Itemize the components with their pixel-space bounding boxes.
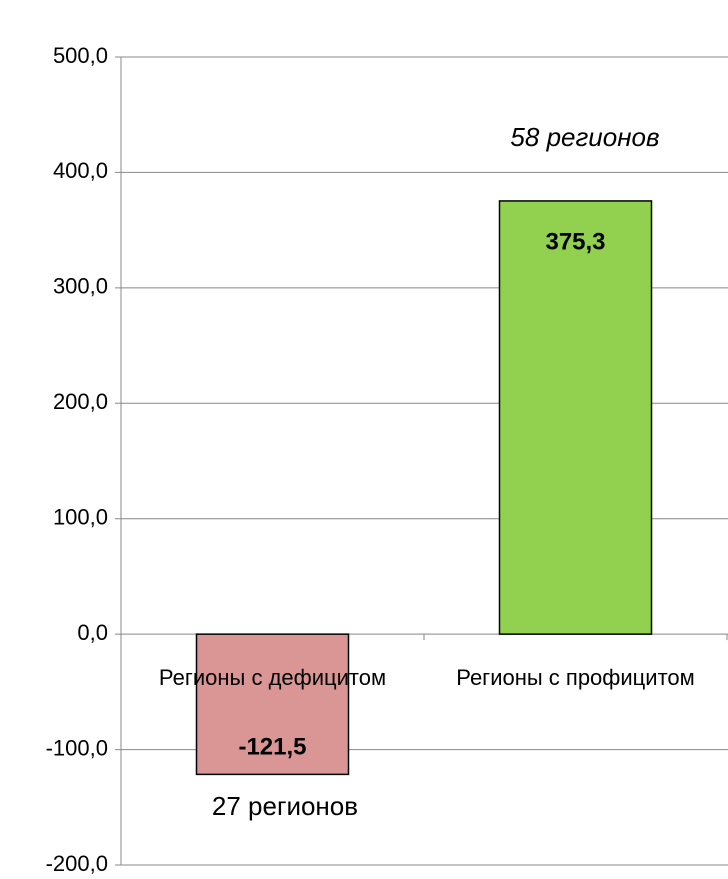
- y-tick-label: 100,0: [53, 505, 108, 530]
- bar: [195, 633, 350, 776]
- y-tick-label: 200,0: [53, 389, 108, 414]
- y-tick-label: -100,0: [46, 735, 108, 760]
- y-tick-label: -200,0: [46, 851, 108, 876]
- bar: [498, 200, 653, 635]
- x-tick-label: Регионы с профицитом: [456, 665, 695, 690]
- annotation: 27 регионов: [212, 791, 358, 821]
- annotation: 58 регионов: [510, 122, 659, 152]
- y-tick-label: 0,0: [77, 620, 108, 645]
- y-tick-label: 300,0: [53, 274, 108, 299]
- value-label: -121,5: [238, 734, 306, 761]
- x-tick-label: Регионы с дефицитом: [159, 665, 386, 690]
- y-tick-label: 500,0: [53, 43, 108, 68]
- y-tick-label: 400,0: [53, 158, 108, 183]
- value-label: 375,3: [545, 228, 605, 255]
